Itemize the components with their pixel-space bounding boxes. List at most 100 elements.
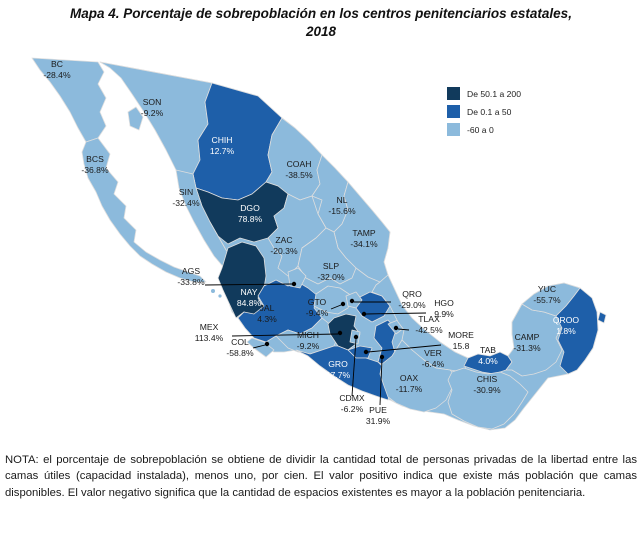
label-tlax: TLAX [418,314,440,324]
map-title: Mapa 4. Porcentaje de sobrepoblación en … [0,5,642,41]
value-bcs: -36.8% [81,165,109,175]
leader-cdmx [351,338,357,397]
value-pue: 31.9% [366,416,391,426]
label-chih: CHIH [211,135,232,145]
state-zac [267,193,327,277]
label-jal: JAL [260,303,275,313]
label-nay: NAY [240,287,257,297]
value-more: 15.8 [453,341,470,351]
leader-mex [231,333,339,337]
value-qro: -29.0% [398,300,426,310]
legend-swatch-mid [447,105,460,118]
label-tab: TAB [480,345,496,355]
state-qroo [555,287,599,375]
label-mich: MICH [297,330,319,340]
leader-col [252,344,266,349]
legend-row-mid: De 0.1 a 50 [447,105,521,118]
dot-ags [291,281,297,287]
state-camp [505,303,563,377]
value-bc: -28.4% [43,70,71,80]
label-qroo: QROO [553,315,580,325]
state-nay [217,241,267,319]
leader-gto [330,304,342,310]
value-tamp: -34.1% [350,239,378,249]
state-tamp [333,181,391,283]
legend-row-light: -60 a 0 [447,123,521,136]
value-qroo: 1.8% [556,326,576,336]
label-bcs: BCS [86,154,104,164]
value-dgo: 78.8% [238,214,263,224]
state-qro [345,291,363,309]
leader-hgo [365,312,427,315]
legend: De 50.1 a 200 De 0.1 a 50 -60 a 0 [447,87,521,141]
state-slp [297,227,357,285]
label-camp: CAMP [515,332,540,342]
dot-hgo [361,311,367,317]
island-cozumel [597,311,607,324]
value-tlax: -42.5% [415,325,443,335]
figure-note: NOTA: el porcentaje de sobrepoblación se… [5,454,637,499]
label-mex: MEX [200,322,219,332]
value-tab: 4.0% [478,356,498,366]
label-dgo: DGO [240,203,260,213]
state-col [246,337,275,358]
value-oax: -11.7% [396,384,423,394]
label-qro: QRO [402,289,422,299]
state-chis [447,367,529,430]
dot-qro [349,298,355,304]
label-cdmx: CDMX [339,393,365,403]
value-zac: -20.3% [270,246,298,256]
dot-col [264,341,270,347]
value-hgo: 9.9% [434,309,454,319]
legend-swatch-light [447,123,460,136]
value-sin: -32.4% [172,198,200,208]
value-col: -58.8% [226,348,254,358]
label-ver: VER [424,348,442,358]
label-oax: OAX [400,373,418,383]
label-sin: SIN [179,187,193,197]
value-nay: 84.8% [237,298,262,308]
value-mex: 113.4% [195,333,224,343]
leader-more [367,344,442,353]
value-gro: 17.7% [326,370,351,380]
legend-label-light: -60 a 0 [467,124,494,135]
label-chis: CHIS [477,374,498,384]
label-hgo: HGO [434,298,454,308]
dot-tlax [393,325,399,331]
leader-tlax [397,328,410,331]
value-cdmx: -6.2% [341,404,364,414]
label-gro: GRO [328,359,348,369]
label-zac: ZAC [275,235,292,245]
value-camp: -31.3% [513,343,541,353]
legend-row-dark: De 50.1 a 200 [447,87,521,100]
value-gto: -9.4% [306,308,329,318]
value-nl: -15.6% [328,206,356,216]
value-jal: 4.3% [257,314,277,324]
legend-label-dark: De 50.1 a 200 [467,88,521,99]
label-tamp: TAMP [352,228,376,238]
state-gto [313,285,353,315]
value-chih: 12.7% [210,146,235,156]
label-slp: SLP [323,261,340,271]
dot-pue [379,354,385,360]
leader-ags [204,283,293,286]
value-ags: -33.8% [177,277,205,287]
leader-pue [379,358,383,406]
map-title-line2: 2018 [305,23,337,39]
island-marias-2 [218,294,222,298]
label-coah: COAH [287,159,312,169]
states-layer [31,57,607,431]
label-more: MORE [448,330,474,340]
island-tiburon [127,106,144,131]
label-pue: PUE [369,405,387,415]
value-ver: -6.4% [422,359,445,369]
value-chis: -30.9% [473,385,501,395]
label-ags: AGS [182,266,200,276]
value-son: -9.2% [141,108,164,118]
label-bc: BC [51,59,63,69]
dot-mex [337,330,343,336]
dot-cdmx [353,334,359,340]
island-marias-1 [211,289,215,293]
dot-more [363,349,369,355]
